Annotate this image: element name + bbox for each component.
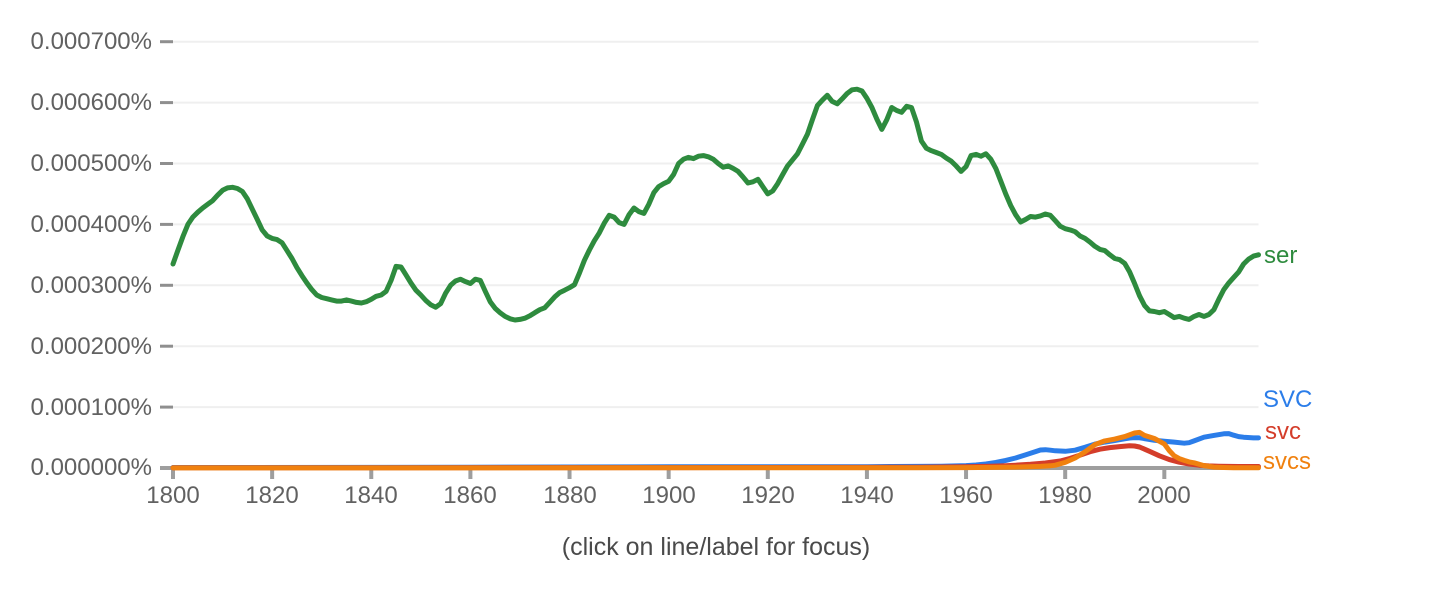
x-axis-tick-label: 1860	[443, 482, 497, 509]
x-axis-tick-label: 1900	[642, 482, 696, 509]
x-axis-tick-label: 2000	[1137, 482, 1191, 509]
y-axis-tick-label: 0.000300%	[30, 272, 152, 299]
y-axis-tick-label: 0.000000%	[30, 454, 152, 481]
y-axis-tick-label: 0.000600%	[30, 89, 152, 116]
series-line-ser[interactable]	[170, 86, 1261, 323]
x-axis-tick-label: 1960	[939, 482, 993, 509]
y-axis-tick-label: 0.000400%	[30, 211, 152, 238]
series-label-SVC[interactable]: SVC	[1263, 386, 1313, 413]
x-axis-tick-label: 1840	[344, 482, 398, 509]
chart-caption: (click on line/label for focus)	[561, 533, 871, 561]
x-axis-tick-label: 1800	[146, 482, 200, 509]
x-axis-tick-label: 1880	[543, 482, 597, 509]
series-label-ser[interactable]: ser	[1264, 242, 1298, 269]
x-axis-tick-label: 1820	[245, 482, 299, 509]
x-axis-tick-label: 1920	[741, 482, 795, 509]
y-axis-tick-label: 0.000200%	[30, 333, 152, 360]
series-line-svcs[interactable]	[170, 429, 1261, 471]
x-axis-tick-label: 1940	[840, 482, 894, 509]
series-label-svcs[interactable]: svcs	[1263, 448, 1311, 475]
y-axis-tick-label: 0.000700%	[30, 28, 152, 55]
series-label-svc[interactable]: svc	[1265, 418, 1301, 445]
x-axis-tick-label: 1980	[1038, 482, 1092, 509]
y-axis-tick-label: 0.000100%	[30, 394, 152, 421]
y-axis-tick-label: 0.000500%	[30, 150, 152, 177]
